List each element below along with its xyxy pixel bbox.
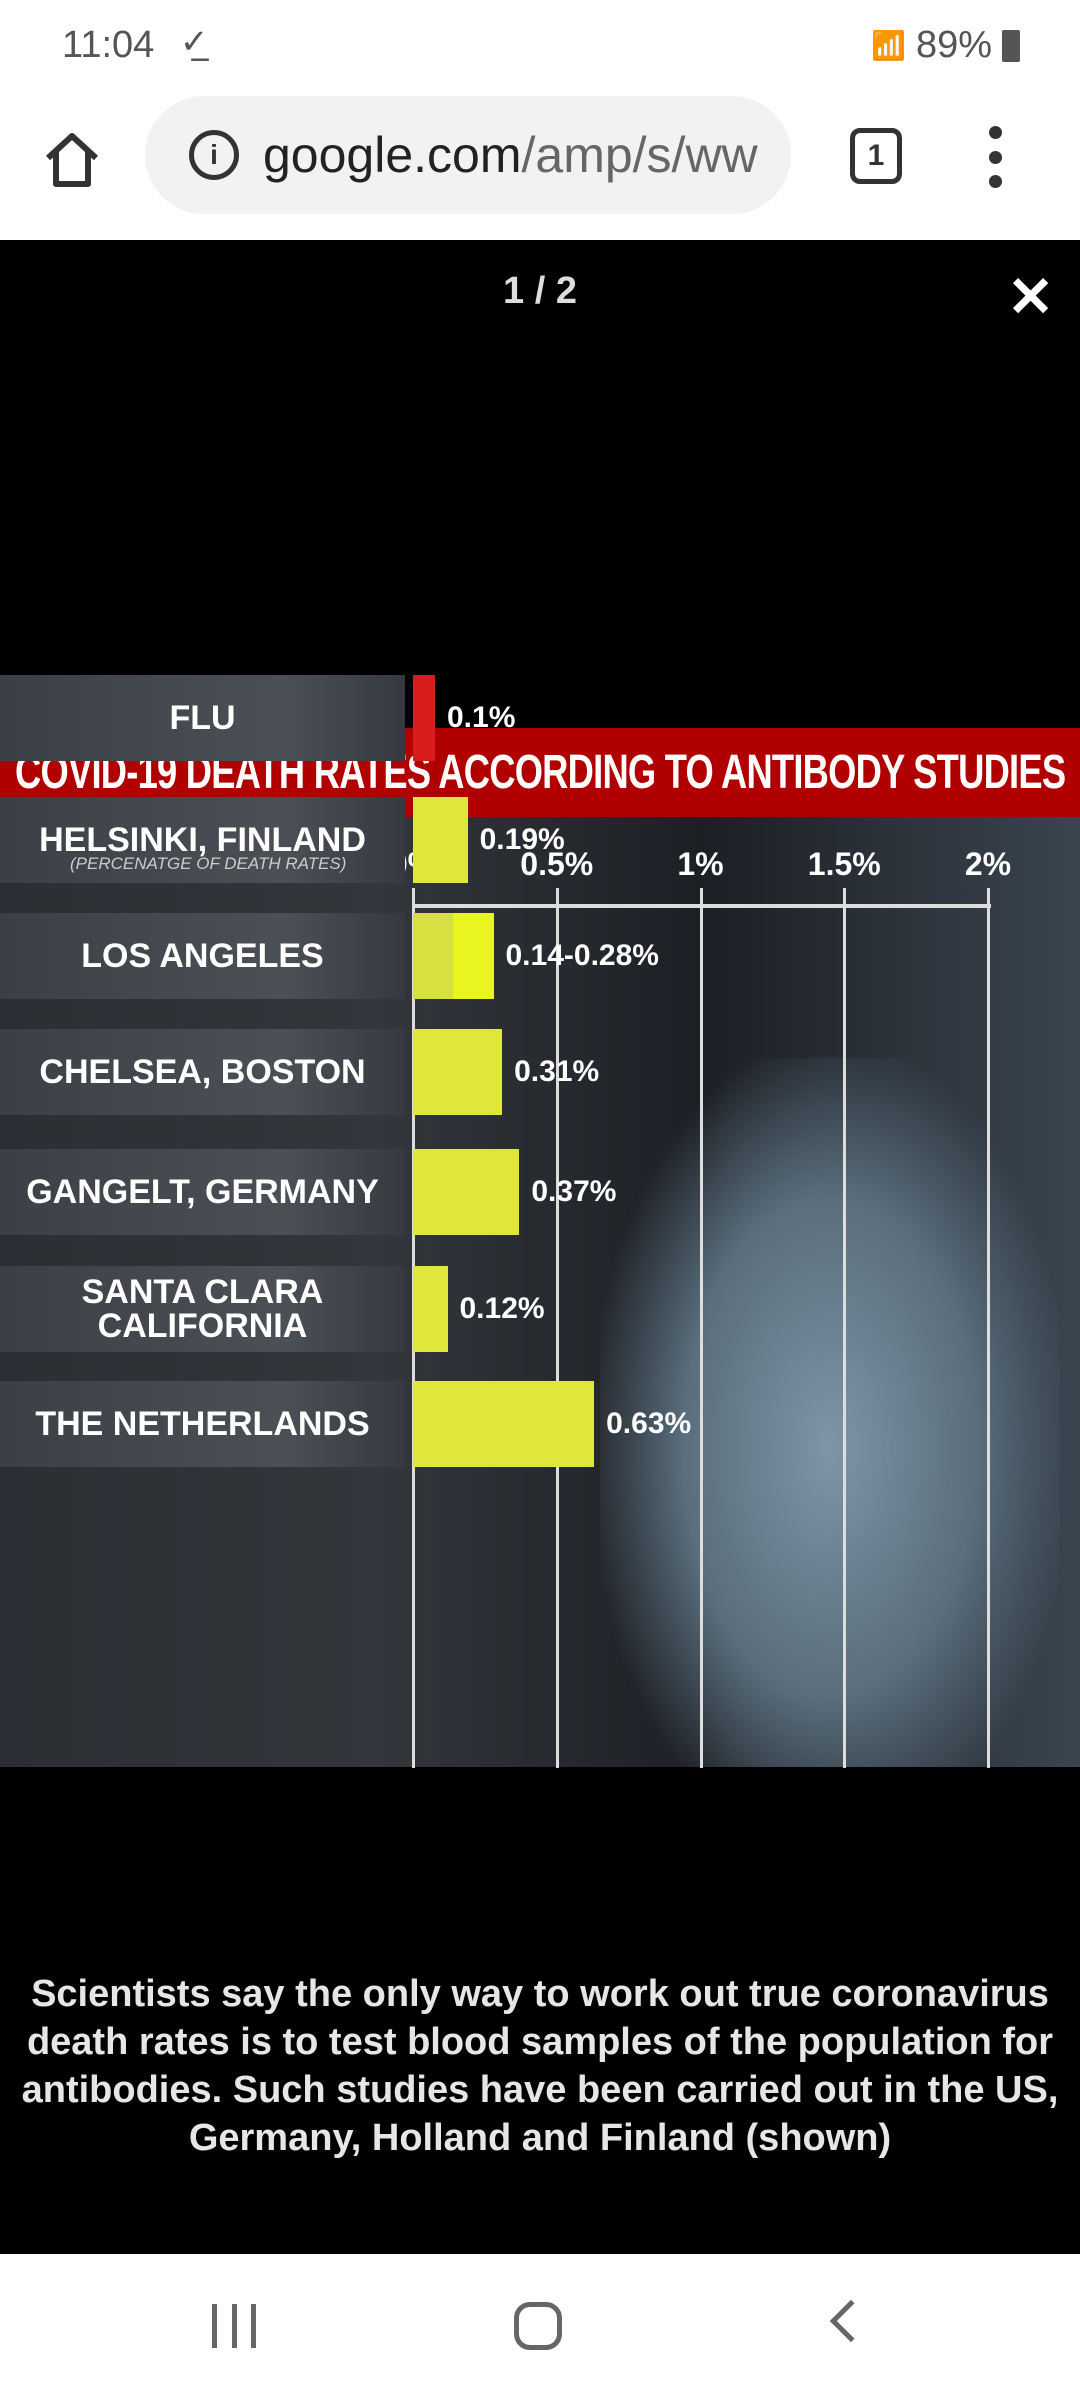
gridline: [699, 888, 703, 1768]
category-label: CHELSEA, BOSTON: [39, 1053, 366, 1091]
category-label: GANGELT, GERMANY: [26, 1173, 379, 1211]
data-label: 0.14-0.28%: [505, 939, 659, 972]
category-label-box: SANTA CLARA CALIFORNIA: [0, 1266, 405, 1352]
image-caption: Scientists say the only way to work out …: [21, 1973, 1059, 2159]
category-label-box: HELSINKI, FINLAND: [0, 797, 405, 883]
category-label-box: GANGELT, GERMANY: [0, 1149, 405, 1235]
category-label-box: LOS ANGELES: [0, 913, 405, 999]
battery-icon: [1002, 29, 1020, 62]
recent-apps-button[interactable]: [212, 2304, 256, 2348]
browser-toolbar: i google.com/amp/s/ww 1: [0, 90, 1080, 240]
url-path: /amp/s/ww: [521, 127, 758, 183]
navigation-bar: [0, 2254, 1080, 2400]
clock: 11:04: [62, 24, 155, 66]
close-icon[interactable]: ✕: [1007, 265, 1054, 328]
bar: [413, 797, 468, 883]
category-label-box: CHELSEA, BOSTON: [0, 1029, 405, 1115]
bar: [413, 1266, 448, 1352]
bar: [413, 1381, 595, 1467]
category-label: FLU: [169, 699, 236, 737]
data-label: 0.1%: [447, 701, 516, 734]
url-host: google.com: [263, 127, 522, 183]
category-label: SANTA CLARA CALIFORNIA: [81, 1273, 324, 1345]
tick-label: 0.5%: [520, 846, 594, 882]
tick-label: 2%: [964, 846, 1012, 882]
home-icon[interactable]: [40, 128, 104, 192]
gridline: [987, 888, 990, 1768]
category-label-box: THE NETHERLANDS: [0, 1381, 405, 1467]
bar: [413, 1029, 503, 1115]
gridline: [555, 888, 559, 1768]
data-label: 0.19%: [479, 823, 565, 856]
chart-row: THE NETHERLANDS 0.63%: [0, 1381, 1080, 1467]
category-label: LOS ANGELES: [81, 937, 324, 975]
bar: [413, 675, 435, 761]
chart-row: SANTA CLARA CALIFORNIA 0.12%: [0, 1266, 1080, 1352]
download-complete-icon: ✓̲: [180, 23, 209, 61]
wifi-icon: 📶: [871, 30, 906, 61]
category-label-box: FLU: [0, 675, 405, 761]
back-button[interactable]: [829, 2299, 873, 2343]
tab-switcher-button[interactable]: 1: [850, 128, 902, 184]
chart-row: HELSINKI, FINLAND 0.19%: [0, 797, 1080, 883]
category-label: THE NETHERLANDS: [35, 1405, 370, 1443]
data-label: 0.37%: [531, 1175, 617, 1208]
tick-label: 1%: [677, 846, 724, 882]
status-bar: 11:04 ✓̲ 📶 89%: [0, 0, 1080, 90]
tick-label: 1.5%: [807, 846, 881, 882]
address-bar[interactable]: i google.com/amp/s/ww: [145, 96, 791, 214]
category-label: HELSINKI, FINLAND: [39, 821, 366, 859]
image-counter: 1 / 2: [503, 270, 577, 312]
data-label: 0.12%: [459, 1292, 545, 1325]
more-menu-icon[interactable]: [980, 126, 1010, 188]
hazmat-figure: [600, 1058, 1060, 1767]
chart-image: COVID-19 DEATH RATES ACCORDING TO ANTIBO…: [0, 675, 1080, 1768]
chart-row: FLU 0.1%: [0, 675, 1080, 761]
home-button[interactable]: [514, 2302, 562, 2350]
chart-row: LOS ANGELES 0.14-0.28%: [0, 913, 1080, 999]
bar: [413, 1149, 520, 1235]
url-text[interactable]: google.com/amp/s/ww: [263, 126, 758, 184]
data-label: 0.63%: [606, 1407, 692, 1440]
chart-row: GANGELT, GERMANY 0.37%: [0, 1149, 1080, 1235]
image-viewer: 1 / 2 ✕ COVID-19 DEATH RATES ACCORDING T…: [0, 240, 1080, 2254]
axis-label: (PERCENATGE OF DEATH RATES): [70, 854, 347, 873]
data-label: 0.31%: [514, 1055, 600, 1088]
axis-line: [413, 904, 991, 908]
battery-percent: 89%: [915, 24, 992, 66]
info-icon[interactable]: i: [189, 130, 239, 180]
chart-row: CHELSEA, BOSTON 0.31%: [0, 1029, 1080, 1115]
system-icons: 📶 89%: [871, 24, 1020, 67]
gridline: [843, 888, 847, 1768]
bar: [413, 913, 494, 999]
